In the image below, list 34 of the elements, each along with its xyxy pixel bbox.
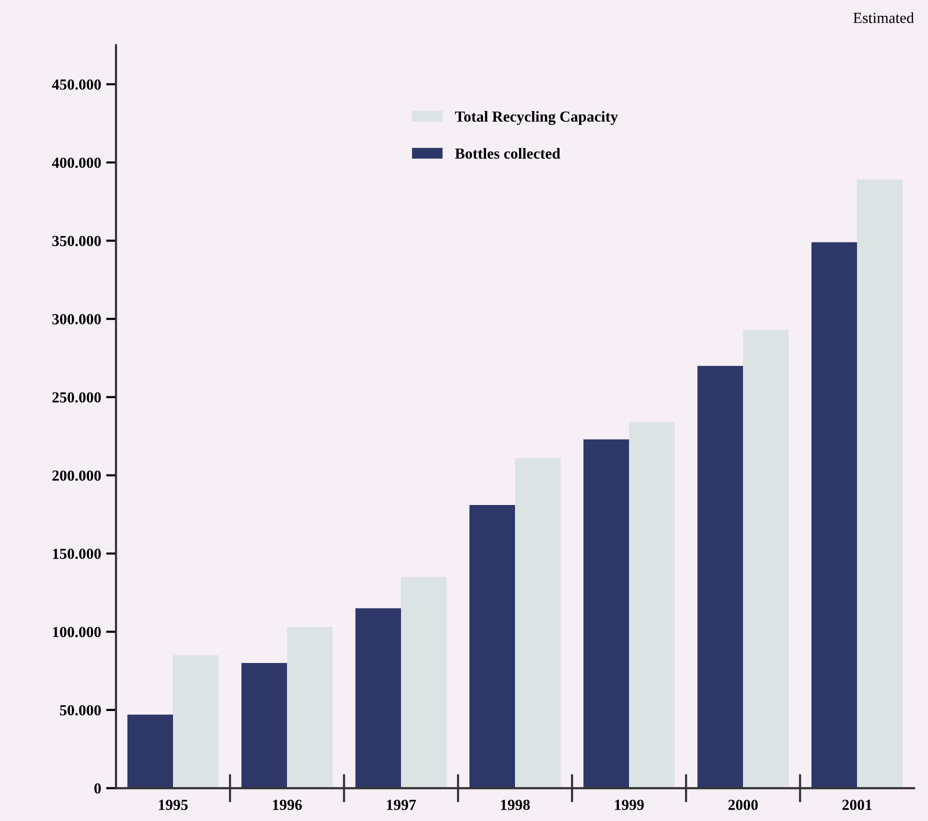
x-tick-label: 1995 [158,800,188,810]
y-tick-label: 50.000 [60,705,101,716]
bar [583,439,630,788]
text: Estimated [853,12,914,24]
bar [241,663,288,788]
x-tick-label: 1997 [386,800,416,810]
bar [287,627,333,788]
legend-label: Bottles collected [455,148,560,159]
y-tick-label: 100.000 [52,626,101,638]
y-tick-label: 300.000 [52,314,101,324]
y-tick-label: 250.000 [52,392,101,403]
legend-label: Total Recycling Capacity [455,111,618,125]
x-tick-label: 1996 [272,800,302,810]
x-tick-label: 2000 [728,800,758,810]
y-tick-label: 350.000 [52,236,101,246]
bar [743,330,789,788]
bar [515,458,561,788]
bar [811,242,858,788]
bar [857,180,903,788]
x-tick-label: 2001 [842,800,872,810]
y-tick-label: 200.000 [52,470,101,481]
x-tick-label: 1999 [615,800,644,810]
bar [469,505,516,788]
bar [629,422,675,788]
bar [697,366,744,788]
y-tick-label: 400.000 [52,158,101,168]
y-tick-label: 0 [94,783,101,794]
bar [173,655,219,788]
bar [401,576,447,788]
y-tick-label: 450.000 [52,79,101,90]
bar [127,714,174,788]
x-tick-label: 1998 [500,800,530,810]
bar [355,608,402,788]
y-tick-label: 150.000 [52,548,101,560]
